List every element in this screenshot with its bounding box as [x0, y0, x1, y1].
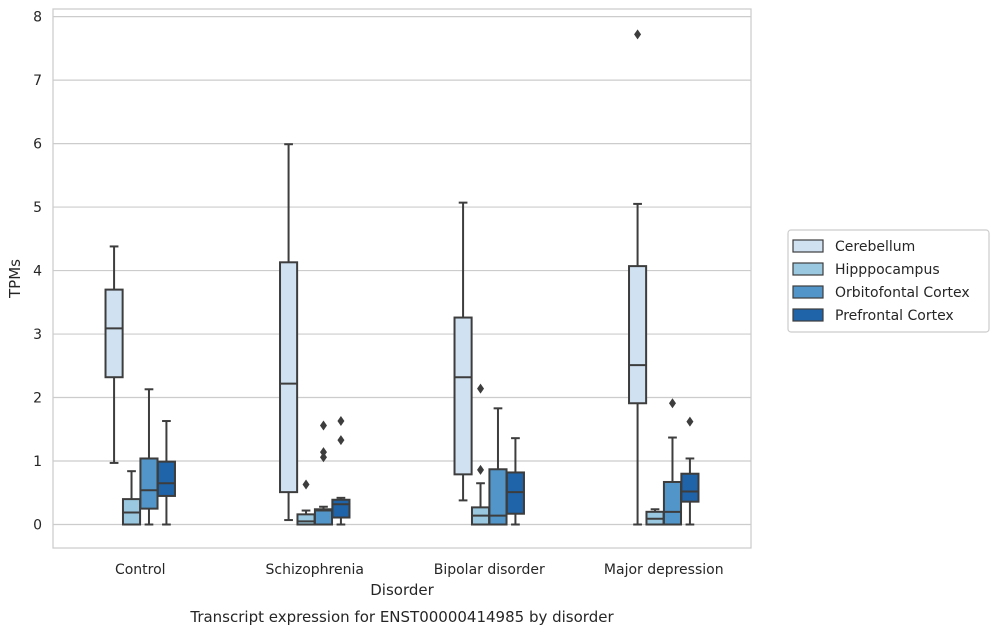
box-plot: [680, 416, 700, 526]
box-plots: [104, 29, 700, 526]
outlier-point: [668, 398, 676, 409]
y-tick-label: 1: [33, 454, 42, 470]
box-iqr: [139, 457, 159, 510]
y-tick-label: 3: [33, 327, 42, 343]
box-plot: [488, 407, 508, 526]
outlier-point: [337, 435, 345, 446]
legend-label: Cerebellum: [835, 239, 915, 255]
box-iqr: [296, 513, 316, 526]
x-tick-label: Schizophrenia: [266, 562, 364, 578]
x-tick-labels: Control Schizophrenia Bipolar disorder Majo…: [115, 562, 724, 578]
y-tick-label: 2: [33, 391, 42, 407]
box-iqr: [662, 480, 683, 526]
box-plot: [662, 398, 683, 526]
legend-swatch: [792, 239, 824, 253]
legend-label: Orbitofontal Cortex: [835, 285, 970, 301]
y-tick-label: 5: [33, 200, 42, 216]
box-plot: [645, 508, 665, 526]
legend-frame: [787, 229, 990, 333]
x-axis-title: Disorder: [370, 581, 434, 599]
figure-caption: Transcript expression for ENST0000041498…: [189, 608, 614, 626]
legend-label: Hipppocampus: [835, 262, 940, 278]
outlier-point: [634, 29, 642, 40]
outlier-point: [319, 447, 327, 458]
legend-swatch: [792, 262, 824, 276]
y-tick-label: 0: [33, 518, 42, 534]
box-iqr: [680, 472, 700, 503]
y-tick-labels: 0 1 2 3 4 5 6 7 8: [33, 10, 42, 534]
y-tick-label: 6: [33, 137, 42, 153]
x-tick-label: Control: [115, 562, 166, 578]
legend: Cerebellum Hipppocampus Orbitofontal Corte…: [787, 229, 990, 333]
box-plot: [104, 245, 124, 464]
box-iqr: [104, 288, 124, 379]
box-plot: [628, 29, 648, 526]
outlier-point: [337, 416, 345, 427]
box-plot: [139, 388, 159, 526]
box-plot: [331, 416, 351, 526]
box-iqr: [453, 316, 473, 476]
box-iqr: [279, 261, 299, 494]
y-tick-label: 8: [33, 10, 42, 26]
legend-label: Prefrontal Cortex: [835, 308, 954, 324]
box-plot: [279, 143, 299, 522]
outlier-point: [686, 416, 694, 427]
box-plot: [453, 201, 473, 502]
box-iqr: [313, 508, 334, 526]
y-tick-label: 7: [33, 73, 42, 89]
outlier-point: [319, 420, 327, 431]
legend-swatch: [792, 285, 824, 299]
outlier-point: [302, 479, 310, 490]
y-axis-title: TPMs: [6, 259, 24, 299]
box-iqr: [628, 265, 648, 405]
x-tick-label: Major depression: [604, 562, 724, 578]
x-tick-label: Bipolar disorder: [434, 562, 545, 578]
box-plot: [505, 437, 525, 526]
box-plot: [156, 420, 176, 526]
box-plot: [296, 479, 316, 526]
box-iqr: [156, 460, 176, 497]
box-plot: [121, 470, 142, 526]
outlier-point: [477, 383, 485, 394]
plot-frame: [52, 8, 752, 549]
outlier-point: [319, 452, 327, 463]
box-plot: [313, 420, 334, 526]
box-iqr: [331, 498, 351, 519]
y-tick-label: 4: [33, 264, 42, 280]
legend-swatch: [792, 308, 824, 322]
outlier-point: [477, 464, 485, 475]
